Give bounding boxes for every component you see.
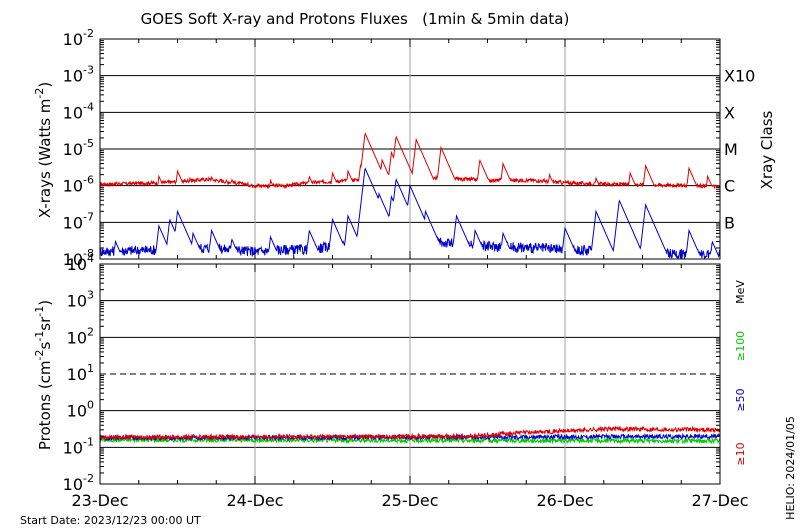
xray-class-label-b: B: [724, 213, 735, 232]
proton-legend: ≥100 ≥50 ≥10: [734, 331, 747, 466]
y-tick-label: 10-2: [63, 27, 94, 49]
proton-ylabel-sr: sr: [36, 316, 54, 331]
proton-series-gt10: [99, 425, 721, 441]
proton-ylabel-e1: -2: [33, 349, 46, 360]
proton-legend-gt100: ≥100: [734, 331, 747, 361]
proton-ylabel-s: s: [36, 341, 54, 349]
x-tick-label: 26-Dec: [536, 491, 593, 510]
y-tick-label: 102: [67, 325, 94, 347]
x-tick-label: 25-Dec: [381, 491, 438, 510]
y-tick-label: 10-4: [63, 100, 94, 122]
xray-series: [99, 132, 721, 260]
proton-y-axis-label: Protons (cm-2s-1sr-1): [33, 300, 54, 450]
proton-ylabel-e3: -1: [33, 306, 46, 317]
y-tick-label: 101: [67, 362, 94, 384]
xray-y-ticks: 10-8 10-7 10-6 10-5 10-4 10-3 10-2: [63, 27, 720, 269]
y-tick-label: 10-6: [63, 174, 94, 196]
y-tick-label: 10-2: [63, 472, 94, 494]
xray-ylabel-main: X-rays (Watts m: [36, 99, 54, 219]
proton-ylabel-main: Protons (cm: [36, 360, 54, 450]
x-tick-label: 27-Dec: [691, 491, 748, 510]
proton-series: [99, 425, 721, 445]
xray-day-lines: [99, 39, 721, 259]
xray-class-label-m: M: [724, 140, 738, 159]
xray-class-label-x10: X10: [724, 67, 755, 86]
proton-series-gt100: [99, 436, 721, 445]
y-tick-label: 100: [67, 399, 94, 421]
proton-unit-label: MeV: [734, 280, 747, 304]
proton-ylabel-e2: -1: [33, 331, 46, 342]
xray-ylabel-exp: -2: [33, 88, 46, 99]
proton-day-lines: [99, 264, 721, 484]
y-tick-label: 10-5: [63, 137, 94, 159]
xray-ylabel-close: ): [36, 82, 54, 88]
y-tick-label: 10-7: [63, 210, 94, 232]
y-tick-label: 10-1: [63, 435, 94, 457]
y-tick-label: 10-8: [63, 247, 94, 269]
x-axis-labels: 23-Dec 24-Dec 25-Dec 26-Dec 27-Dec: [71, 491, 748, 510]
y-tick-label: 103: [67, 289, 94, 311]
chart-title: GOES Soft X-ray and Protons Fluxes (1min…: [141, 10, 570, 28]
xray-class-axis-label: Xray Class: [758, 110, 776, 189]
xray-short-series: [99, 167, 721, 260]
helio-date: HELIO: 2024/01/05: [784, 416, 797, 520]
start-date: Start Date: 2023/12/23 00:00 UT: [20, 514, 201, 527]
x-tick-label: 24-Dec: [226, 491, 283, 510]
y-tick-label: 10-3: [63, 64, 94, 86]
xray-class-label-c: C: [724, 177, 735, 196]
x-tick-label: 23-Dec: [71, 491, 128, 510]
proton-legend-gt10: ≥10: [734, 442, 747, 465]
xray-y-axis-label: X-rays (Watts m-2): [33, 82, 54, 218]
proton-y-ticks: 10-2 10-1 100 101 102 103 104: [63, 252, 720, 494]
xray-long-series: [99, 132, 721, 190]
y-tick-label: 104: [67, 252, 94, 274]
xray-frame: [99, 38, 721, 260]
xray-class-label-x: X: [724, 103, 735, 122]
proton-ylabel-close: ): [36, 300, 54, 306]
proton-frame: [99, 263, 721, 485]
proton-legend-gt50: ≥50: [734, 388, 747, 411]
